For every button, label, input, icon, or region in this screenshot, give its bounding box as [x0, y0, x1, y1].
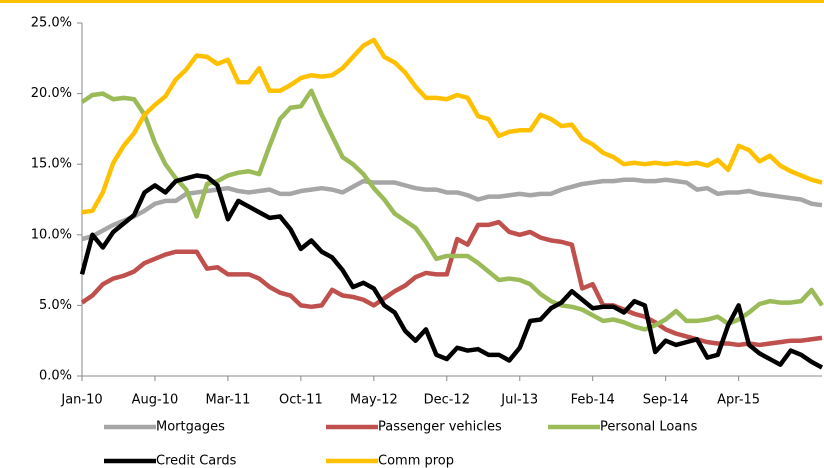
series-line	[80, 88, 824, 332]
x-tick-label: Dec-12	[424, 393, 470, 408]
y-tick-label: 10.0%	[31, 227, 72, 242]
series-line	[80, 219, 823, 348]
x-tick-label: Oct-11	[279, 393, 323, 408]
x-tick-label: Jul-13	[500, 393, 538, 408]
legend-label: Credit Cards	[156, 454, 237, 468]
x-tick-label: Jan-10	[60, 393, 102, 408]
series-line	[81, 37, 823, 215]
series-line	[79, 173, 824, 370]
y-tick-label: 20.0%	[31, 86, 72, 101]
x-tick-label: Aug-10	[132, 393, 179, 408]
legend-label: Personal Loans	[600, 420, 698, 435]
y-tick-label: 5.0%	[39, 298, 72, 313]
x-tick-label: Mar-11	[205, 393, 250, 408]
x-tick-label: Sep-14	[643, 393, 689, 408]
x-tick-label: Apr-15	[717, 393, 760, 408]
y-tick-label: 0.0%	[39, 369, 72, 384]
legend-label: Mortgages	[156, 420, 225, 435]
x-tick-label: May-12	[350, 393, 398, 408]
top-border	[0, 0, 824, 3]
legend-label: Comm prop	[378, 454, 454, 468]
x-tick-label: Feb-14	[571, 393, 615, 408]
y-tick-label: 25.0%	[31, 16, 72, 31]
legend-label: Passenger vehicles	[378, 420, 502, 435]
y-tick-label: 15.0%	[31, 157, 72, 172]
